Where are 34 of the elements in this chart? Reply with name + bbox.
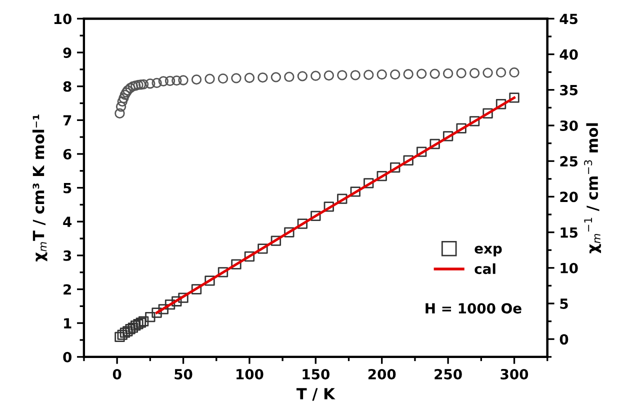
y2-tick-label: 25 (560, 156, 578, 167)
y-tick-label: 1 (64, 318, 72, 328)
y-tick-label: 8 (63, 81, 72, 92)
legend-label: cal (474, 263, 496, 274)
x-tick-label: 250 (434, 368, 462, 380)
legend-label: exp (474, 246, 502, 256)
y2-tick-label: 10 (560, 262, 578, 274)
y-tick-label: 7 (63, 115, 72, 126)
y-tick-label: 2 (64, 284, 71, 295)
x-tick-label: 50 (174, 368, 192, 380)
y2-tick-label: 30 (560, 120, 578, 131)
y2-tick-label: 0 (560, 334, 568, 345)
y2-tick-label: 35 (560, 84, 578, 96)
x-tick-label: 300 (500, 368, 528, 380)
y2-tick-label: 15 (560, 227, 578, 238)
y-axis-title: χ$_{m}$T / cm³ K mol⁻¹ (32, 114, 48, 262)
x-axis-title: T / K (296, 388, 336, 401)
y2-tick-label: 20 (560, 192, 578, 202)
y-tick-label: 5 (64, 182, 72, 194)
y-tick-label: 3 (63, 250, 72, 261)
annotation: H = 1000 Oe (426, 303, 522, 314)
y-tick-label: 6 (63, 148, 72, 160)
y2-tick-label: 5 (560, 298, 568, 309)
y-tick-label: 0 (63, 352, 72, 362)
y-tick-label: 4 (63, 216, 72, 227)
x-tick-label: 0 (112, 368, 122, 380)
y2-axis-title: χ$_{m}$$^{−1}$ / cm$^{−3}$ mol (584, 123, 602, 254)
x-tick-label: 150 (302, 368, 330, 380)
y-tick-label: 10 (54, 14, 72, 24)
y2-tick-label: 45 (560, 14, 578, 24)
x-tick-label: 100 (236, 368, 264, 380)
y2-tick-label: 40 (560, 49, 578, 60)
x-tick-label: 200 (368, 368, 396, 380)
y-tick-label: 9 (63, 47, 72, 58)
